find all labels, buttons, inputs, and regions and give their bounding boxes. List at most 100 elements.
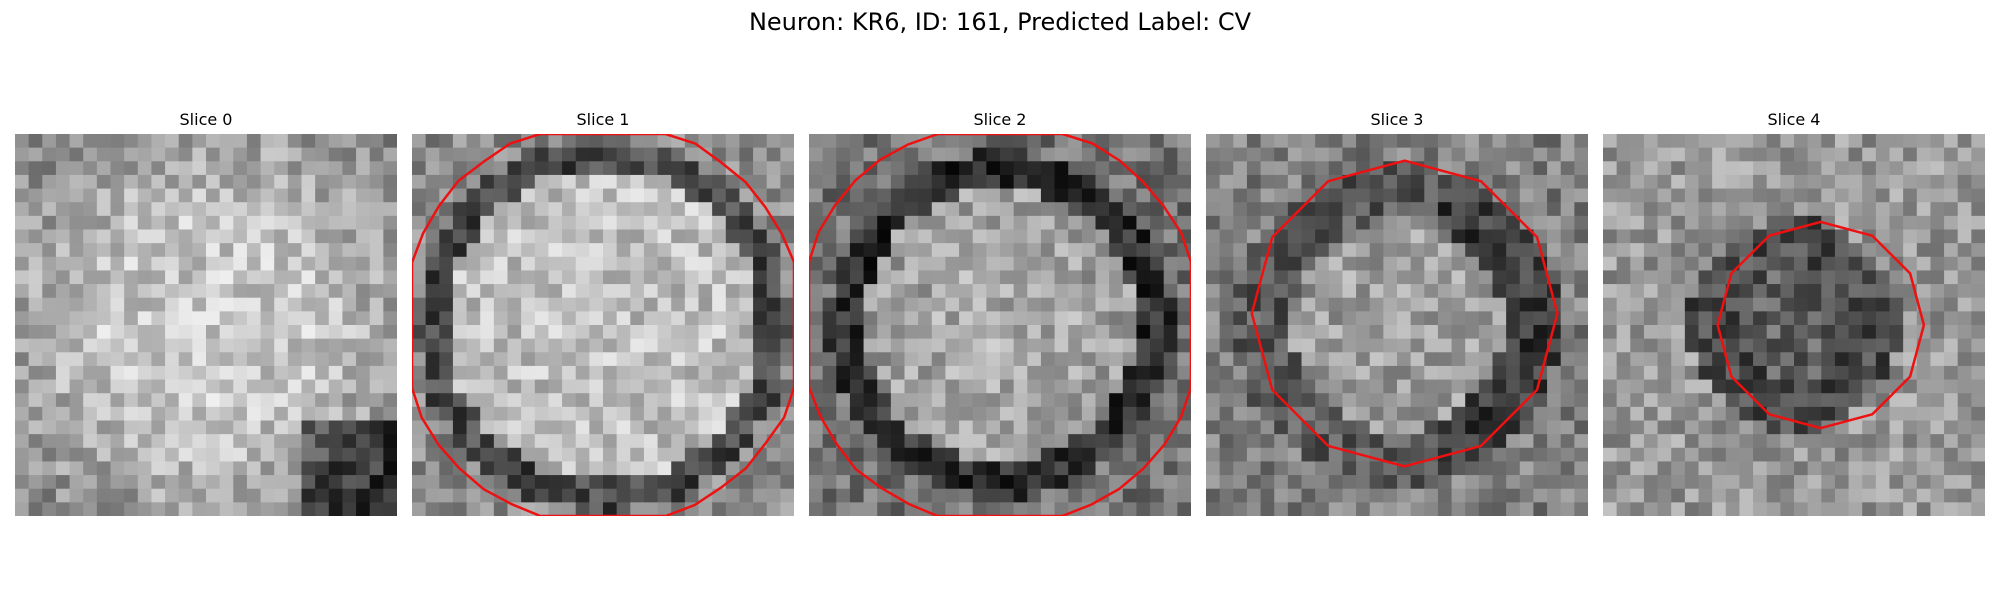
pixel xyxy=(780,202,794,217)
pixel xyxy=(1889,202,1904,217)
pixel xyxy=(877,270,892,285)
pixel xyxy=(521,475,536,490)
pixel xyxy=(1424,502,1439,516)
pixel xyxy=(55,243,71,258)
pixel xyxy=(412,297,427,312)
pixel xyxy=(766,488,781,503)
pixel xyxy=(1424,420,1439,435)
pixel xyxy=(1671,434,1686,449)
pixel xyxy=(1109,475,1124,490)
pixel xyxy=(1163,338,1178,353)
pixel xyxy=(1739,188,1754,203)
pixel xyxy=(1122,488,1138,503)
pixel xyxy=(1875,365,1891,381)
pixel xyxy=(1136,488,1151,503)
pixel xyxy=(1369,256,1384,272)
pixel xyxy=(1957,284,1972,299)
pixel xyxy=(369,161,384,176)
pixel xyxy=(151,202,166,217)
pixel xyxy=(1671,256,1686,272)
pixel xyxy=(28,502,43,516)
pixel xyxy=(315,174,330,190)
pixel xyxy=(1519,256,1535,272)
pixel xyxy=(69,243,84,258)
pixel xyxy=(1916,188,1932,203)
pixel xyxy=(1437,502,1453,516)
pixel xyxy=(1712,243,1727,258)
pixel xyxy=(1519,147,1535,162)
pixel xyxy=(1219,174,1234,190)
pixel xyxy=(766,379,781,394)
pixel xyxy=(1068,447,1083,463)
pixel xyxy=(15,297,30,312)
pixel xyxy=(918,215,933,231)
pixel xyxy=(739,352,754,367)
pixel xyxy=(1287,256,1303,272)
pixel xyxy=(1492,488,1507,503)
pixel xyxy=(110,338,125,353)
pixel xyxy=(1163,488,1178,503)
pixel xyxy=(1698,461,1713,476)
pixel xyxy=(1739,311,1754,326)
pixel xyxy=(877,311,892,326)
pixel xyxy=(1684,202,1700,217)
pixel xyxy=(1807,475,1822,490)
pixel xyxy=(739,434,754,449)
pixel xyxy=(1397,393,1412,408)
pixel xyxy=(383,215,397,231)
pixel xyxy=(83,161,98,176)
pixel xyxy=(1684,365,1700,381)
pixel xyxy=(1957,202,1972,217)
pixel xyxy=(1862,475,1877,490)
pixel xyxy=(69,338,84,353)
pixel xyxy=(301,393,316,408)
pixel xyxy=(328,420,344,435)
pixel xyxy=(83,311,98,326)
pixel xyxy=(616,434,631,449)
pixel xyxy=(1095,229,1110,244)
pixel xyxy=(1889,243,1904,258)
pixel xyxy=(383,406,397,422)
pixel xyxy=(1725,188,1741,203)
pixel xyxy=(342,379,357,394)
pixel xyxy=(439,434,454,449)
pixel xyxy=(1136,256,1151,272)
pixel xyxy=(342,365,357,381)
pixel xyxy=(1260,325,1275,340)
pixel xyxy=(1287,229,1303,244)
pixel xyxy=(959,134,974,149)
pixel xyxy=(1206,461,1221,476)
pixel xyxy=(822,447,837,463)
pixel xyxy=(439,325,454,340)
pixel xyxy=(507,393,522,408)
pixel xyxy=(192,188,207,203)
pixel xyxy=(849,502,865,516)
pixel xyxy=(287,352,303,367)
pixel xyxy=(301,461,316,476)
pixel xyxy=(1328,406,1344,422)
pixel xyxy=(1122,325,1138,340)
pixel xyxy=(945,215,960,231)
pixel xyxy=(178,434,193,449)
pixel xyxy=(219,475,234,490)
pixel xyxy=(369,188,384,203)
pixel xyxy=(1862,434,1877,449)
pixel xyxy=(1753,434,1768,449)
pixel xyxy=(301,379,316,394)
pixel xyxy=(493,256,509,272)
pixel xyxy=(904,325,919,340)
pixel xyxy=(369,256,384,272)
pixel xyxy=(1000,406,1015,422)
pixel xyxy=(493,461,509,476)
pixel xyxy=(1437,379,1453,394)
pixel xyxy=(1547,229,1562,244)
pixel xyxy=(1807,229,1822,244)
pixel xyxy=(1533,393,1548,408)
pixel xyxy=(1246,406,1262,422)
pixel xyxy=(1260,134,1275,149)
pixel xyxy=(1807,338,1822,353)
pixel xyxy=(1862,338,1877,353)
pixel xyxy=(28,243,43,258)
pixel xyxy=(753,270,768,285)
pixel xyxy=(328,297,344,312)
